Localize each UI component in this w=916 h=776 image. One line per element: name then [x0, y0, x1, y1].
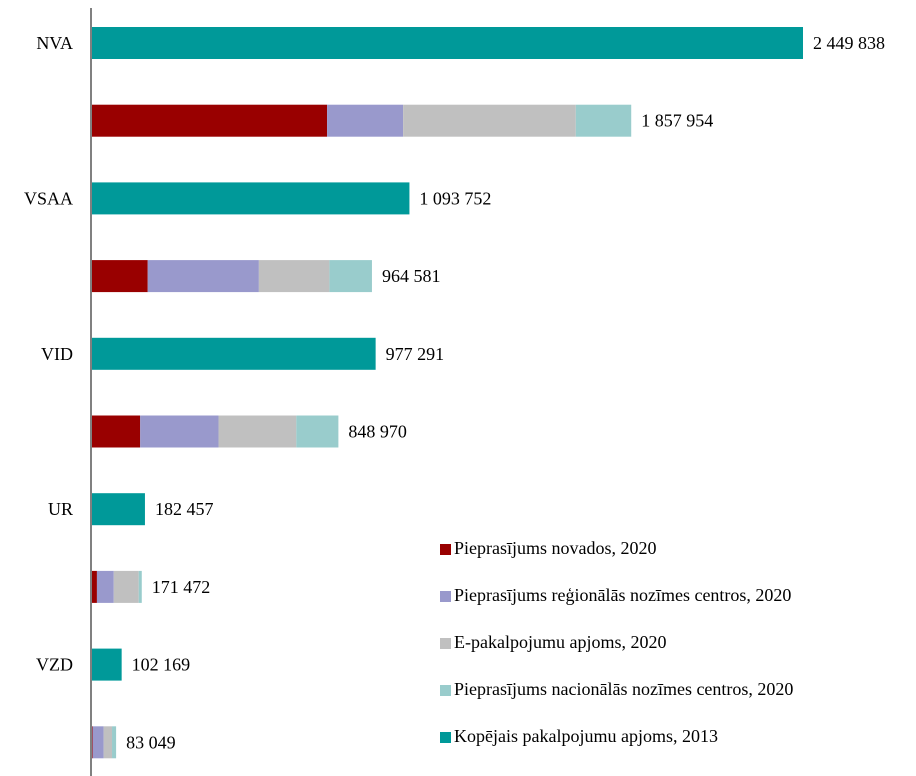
bar-segment-kopejais	[92, 648, 122, 681]
data-label: 83 049	[126, 732, 176, 752]
bar-segment-novados	[92, 104, 328, 137]
legend-swatch	[440, 732, 451, 743]
legend-label: Pieprasījums reģionālās nozīmes centros,…	[454, 585, 792, 605]
category-label: NVA	[36, 33, 73, 53]
data-label: 2 449 838	[813, 33, 885, 53]
data-label: 964 581	[382, 266, 441, 286]
legend-label: Pieprasījums novados, 2020	[454, 538, 657, 558]
data-label: 977 291	[386, 344, 445, 364]
legend-label: E-pakalpojumu apjoms, 2020	[454, 632, 667, 652]
bar-segment-regionalas	[96, 570, 114, 603]
data-label: 102 169	[132, 655, 191, 675]
legend-swatch	[440, 638, 451, 649]
legend-label: Pieprasījums nacionālās nozīmes centros,…	[454, 679, 794, 699]
bar-segment-nacionalas	[329, 260, 372, 293]
bar-segment-kopejais	[92, 182, 410, 215]
legend-label: Kopējais pakalpojumu apjoms, 2013	[454, 726, 718, 746]
category-label: UR	[48, 499, 73, 519]
bar-segment-nacionalas	[138, 570, 142, 603]
bar-segment-epakalpojumi	[218, 415, 297, 448]
bar-segment-novados	[92, 570, 97, 603]
data-label: 171 472	[152, 577, 211, 597]
bar-segment-novados	[92, 726, 93, 759]
bar-segment-nacionalas	[575, 104, 632, 137]
bar-segment-epakalpojumi	[113, 570, 139, 603]
data-label: 1 857 954	[641, 111, 713, 131]
category-label: VZD	[36, 655, 73, 675]
bar-segment-epakalpojumi	[258, 260, 330, 293]
bar-segment-novados	[92, 260, 148, 293]
legend-swatch	[440, 685, 451, 696]
bar-segment-kopejais	[92, 27, 803, 59]
data-label: 1 093 752	[419, 188, 491, 208]
bar-segment-novados	[92, 415, 141, 448]
bar-segment-kopejais	[92, 493, 145, 526]
data-label: 182 457	[155, 499, 214, 519]
category-label: VSAA	[24, 188, 73, 208]
bar-segment-regionalas	[92, 726, 104, 759]
legend-swatch	[440, 544, 451, 555]
bar-segment-nacionalas	[296, 415, 339, 448]
bar-segment-kopejais	[92, 337, 376, 370]
bar-segment-epakalpojumi	[403, 104, 576, 137]
bar-segment-epakalpojumi	[103, 726, 113, 759]
bar-segment-regionalas	[147, 260, 259, 293]
bar-segment-regionalas	[327, 104, 404, 137]
bar-segment-regionalas	[140, 415, 219, 448]
data-label: 848 970	[348, 422, 407, 442]
bar-segment-nacionalas	[112, 726, 117, 759]
category-label: VID	[41, 344, 73, 364]
legend-swatch	[440, 591, 451, 602]
